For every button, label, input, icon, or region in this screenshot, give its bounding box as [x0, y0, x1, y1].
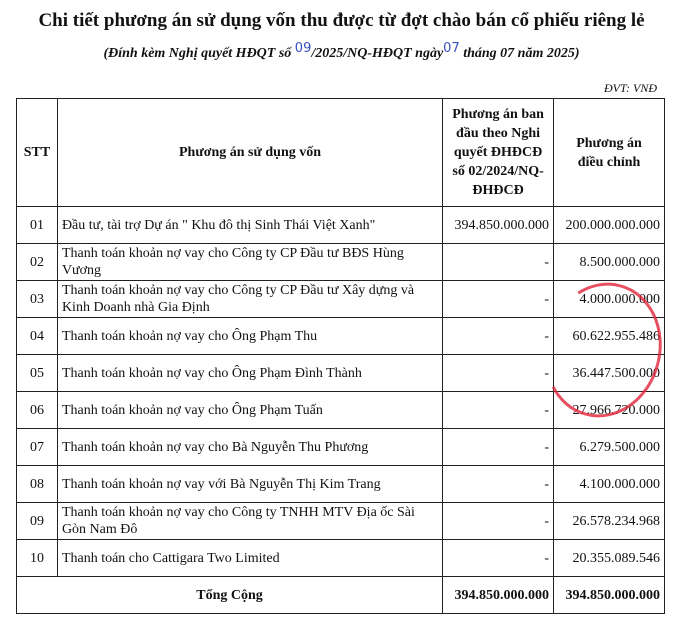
row-stt: 08	[16, 465, 58, 503]
row-stt: 09	[16, 502, 58, 540]
row-stt: 04	[16, 317, 58, 355]
row-original-amount: -	[442, 280, 555, 318]
row-adjusted-amount: 8.500.000.000	[553, 243, 665, 281]
total-label: Tổng Cộng	[15, 576, 444, 614]
capital-use-table: STT Phương án sử dụng vốn Phương án ban …	[15, 98, 665, 614]
header-plan: Phương án sử dụng vốn	[56, 98, 444, 207]
total-original: 394.850.000.000	[442, 576, 555, 614]
row-stt: 06	[16, 391, 58, 429]
row-description: Thanh toán khoản nợ vay cho Ông Phạm Thu	[56, 317, 444, 355]
table-row: 02 Thanh toán khoản nợ vay cho Công ty CP…	[16, 243, 665, 281]
row-adjusted-amount: 4.000.000.000	[553, 280, 665, 318]
row-adjusted-amount: 60.622.955.486	[553, 317, 665, 355]
row-adjusted-amount: 20.355.089.546	[553, 539, 665, 577]
row-adjusted-amount: 4.100.000.000	[553, 465, 665, 503]
handwritten-day: 07	[443, 41, 460, 56]
table-row: 09 Thanh toán khoản nợ vay cho Công ty TN…	[16, 502, 665, 540]
table-row: 10 Thanh toán cho Cattigara Two Limited -2…	[16, 539, 665, 577]
subtitle-middle: /2025/NQ-HĐQT ngày	[311, 46, 444, 61]
row-original-amount: -	[442, 317, 555, 355]
row-stt: 10	[16, 539, 58, 577]
row-adjusted-amount: 36.447.500.000	[553, 354, 665, 392]
subtitle-suffix: tháng 07 năm 2025)	[459, 46, 580, 61]
row-description: Đầu tư, tài trợ Dự án " Khu đô thị Sinh …	[56, 206, 444, 244]
row-original-amount: -	[442, 465, 555, 503]
table-row: 08 Thanh toán khoản nợ vay với Bà Nguyễn …	[16, 465, 665, 503]
table-row: 04 Thanh toán khoản nợ vay cho Ông Phạm T…	[16, 317, 665, 355]
header-stt: STT	[16, 98, 58, 207]
currency-unit: ĐVT: VNĐ	[603, 81, 657, 95]
header-adjusted: Phương án điều chỉnh	[553, 98, 665, 207]
row-adjusted-amount: 26.578.234.968	[553, 502, 665, 540]
document-subtitle: (Đính kèm Nghị quyết HĐQT số 09/2025/NQ-…	[0, 41, 683, 62]
table-row: 05 Thanh toán khoản nợ vay cho Ông Phạm Đ…	[16, 354, 665, 392]
table-header-row: STT Phương án sử dụng vốn Phương án ban …	[16, 98, 665, 207]
row-stt: 05	[16, 354, 58, 392]
row-stt: 03	[16, 280, 58, 318]
row-description: Thanh toán khoản nợ vay cho Công ty CP Đ…	[56, 280, 444, 318]
row-original-amount: -	[442, 354, 555, 392]
subtitle-prefix: (Đính kèm Nghị quyết HĐQT số	[103, 46, 295, 61]
row-original-amount: -	[442, 243, 555, 281]
row-adjusted-amount: 6.279.500.000	[553, 428, 665, 466]
row-adjusted-amount: 27.966.720.000	[553, 391, 665, 429]
row-description: Thanh toán khoản nợ vay với Bà Nguyễn Th…	[56, 465, 444, 503]
row-original-amount: 394.850.000.000	[442, 206, 555, 244]
row-original-amount: -	[442, 391, 555, 429]
total-adjusted: 394.850.000.000	[553, 576, 665, 614]
row-description: Thanh toán khoản nợ vay cho Công ty TNHH…	[56, 502, 444, 540]
table-row: 01 Đầu tư, tài trợ Dự án " Khu đô thị Sin…	[16, 206, 665, 244]
row-description: Thanh toán khoản nợ vay cho Ông Phạm Đìn…	[56, 354, 444, 392]
row-adjusted-amount: 200.000.000.000	[553, 206, 665, 244]
row-original-amount: -	[442, 502, 555, 540]
row-stt: 01	[16, 206, 58, 244]
row-description: Thanh toán khoản nợ vay cho Ông Phạm Tuấ…	[56, 391, 444, 429]
document-title: Chi tiết phương án sử dụng vốn thu được …	[38, 10, 645, 31]
row-description: Thanh toán khoản nợ vay cho Bà Nguyễn Th…	[56, 428, 444, 466]
row-original-amount: -	[442, 539, 555, 577]
row-stt: 07	[16, 428, 58, 466]
header-original: Phương án ban đầu theo Nghi quyết ĐHĐCĐ …	[442, 98, 555, 207]
row-description: Thanh toán cho Cattigara Two Limited	[56, 539, 444, 577]
table-row: 07 Thanh toán khoản nợ vay cho Bà Nguyễn …	[16, 428, 665, 466]
handwritten-number: 09	[294, 41, 312, 56]
row-stt: 02	[16, 243, 58, 281]
row-description: Thanh toán khoản nợ vay cho Công ty CP Đ…	[56, 243, 444, 281]
total-row: Tổng Cộng 394.850.000.000 394.850.000.000	[15, 576, 665, 614]
row-original-amount: -	[442, 428, 555, 466]
table-row: 06 Thanh toán khoản nợ vay cho Ông Phạm T…	[16, 391, 665, 429]
table-row: 03 Thanh toán khoản nợ vay cho Công ty CP…	[16, 280, 665, 318]
